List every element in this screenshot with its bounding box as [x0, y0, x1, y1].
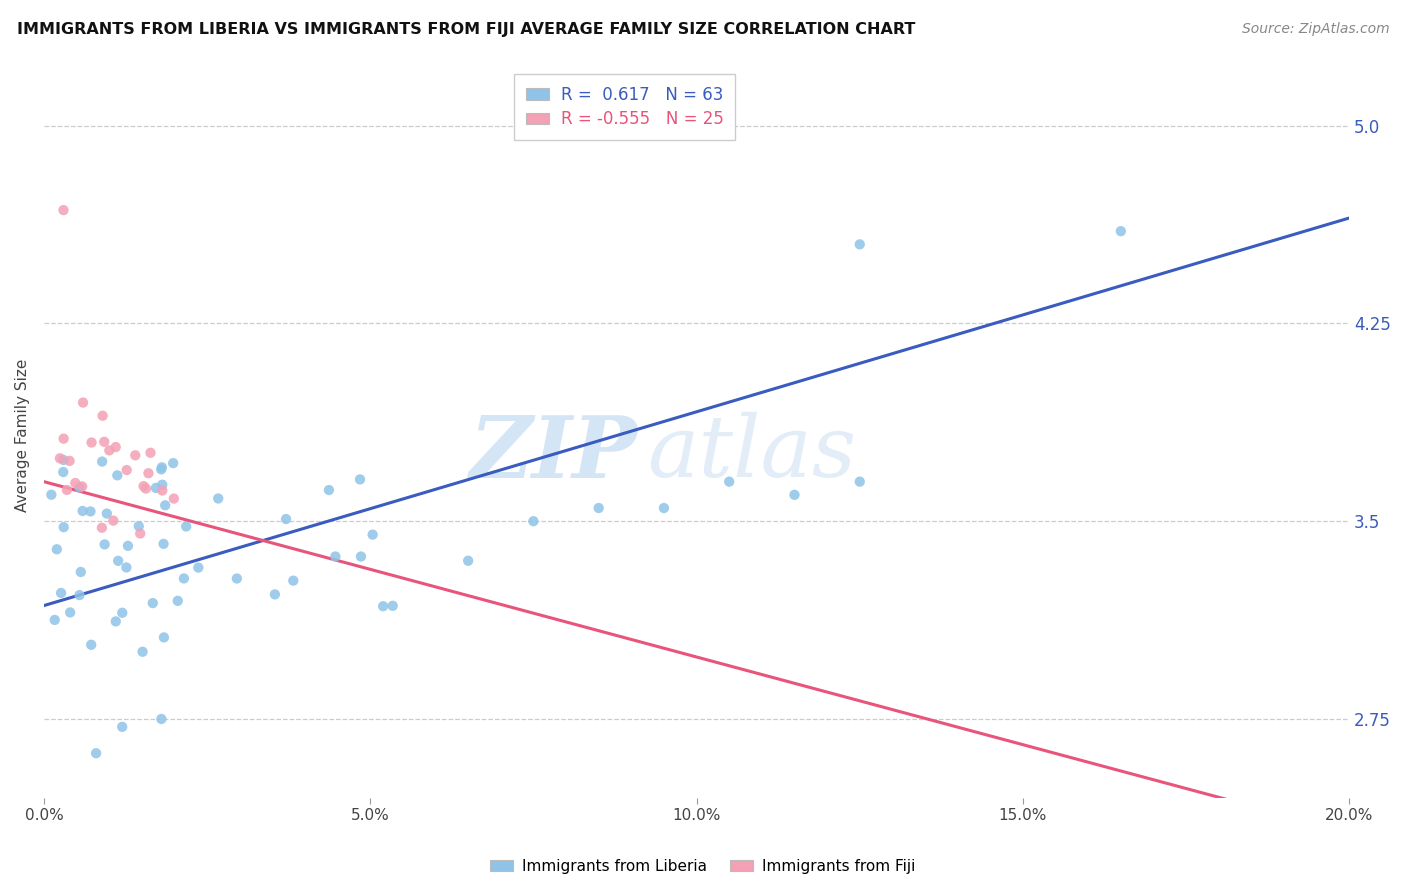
- Point: [69, 588, 91, 602]
- Point: [58, 454, 80, 468]
- Point: [522, 514, 544, 528]
- Point: [117, 539, 139, 553]
- Point: [41, 488, 63, 502]
- Point: [173, 571, 195, 585]
- Point: [49, 586, 72, 600]
- Point: [103, 514, 125, 528]
- Point: [145, 481, 167, 495]
- Point: [153, 498, 176, 512]
- Point: [52, 465, 75, 479]
- Point: [1260, 836, 1282, 850]
- Point: [107, 554, 129, 568]
- Point: [153, 631, 176, 645]
- Point: [67, 480, 90, 494]
- Point: [65, 476, 87, 491]
- Point: [128, 519, 150, 533]
- Point: [111, 720, 134, 734]
- Point: [72, 504, 94, 518]
- Point: [150, 483, 173, 498]
- Point: [349, 472, 371, 486]
- Point: [139, 446, 162, 460]
- Point: [150, 477, 173, 491]
- Point: [105, 468, 128, 483]
- Point: [70, 479, 93, 493]
- Legend: Immigrants from Liberia, Immigrants from Fiji: Immigrants from Liberia, Immigrants from…: [484, 853, 922, 880]
- Point: [150, 460, 173, 475]
- Point: [174, 519, 197, 533]
- Point: [80, 638, 103, 652]
- Point: [52, 453, 75, 467]
- Point: [225, 572, 247, 586]
- Point: [207, 491, 229, 506]
- Point: [111, 606, 134, 620]
- Point: [115, 560, 138, 574]
- Point: [274, 512, 297, 526]
- Point: [373, 599, 395, 614]
- Point: [72, 395, 94, 409]
- Point: [93, 537, 115, 551]
- Point: [52, 520, 75, 534]
- Point: [104, 440, 127, 454]
- Point: [124, 448, 146, 462]
- Point: [56, 483, 79, 497]
- Text: IMMIGRANTS FROM LIBERIA VS IMMIGRANTS FROM FIJI AVERAGE FAMILY SIZE CORRELATION : IMMIGRANTS FROM LIBERIA VS IMMIGRANTS FR…: [17, 22, 915, 37]
- Text: atlas: atlas: [647, 412, 856, 495]
- Point: [90, 521, 112, 535]
- Point: [132, 479, 155, 493]
- Point: [652, 501, 675, 516]
- Point: [91, 454, 114, 468]
- Point: [150, 462, 173, 476]
- Point: [783, 488, 806, 502]
- Text: ZIP: ZIP: [470, 412, 638, 495]
- Legend: R =  0.617   N = 63, R = -0.555   N = 25: R = 0.617 N = 63, R = -0.555 N = 25: [515, 74, 735, 140]
- Point: [138, 467, 160, 481]
- Point: [59, 606, 82, 620]
- Point: [135, 482, 157, 496]
- Point: [96, 507, 118, 521]
- Point: [44, 613, 66, 627]
- Point: [848, 475, 870, 489]
- Point: [98, 443, 121, 458]
- Point: [325, 549, 347, 564]
- Point: [350, 549, 373, 564]
- Y-axis label: Average Family Size: Average Family Size: [15, 359, 30, 512]
- Point: [150, 712, 173, 726]
- Point: [163, 491, 186, 506]
- Point: [49, 451, 72, 466]
- Text: Source: ZipAtlas.com: Source: ZipAtlas.com: [1241, 22, 1389, 37]
- Point: [52, 432, 75, 446]
- Point: [361, 527, 384, 541]
- Point: [162, 456, 184, 470]
- Point: [166, 594, 188, 608]
- Point: [104, 615, 127, 629]
- Point: [848, 237, 870, 252]
- Point: [115, 463, 138, 477]
- Point: [80, 435, 103, 450]
- Point: [91, 409, 114, 423]
- Point: [283, 574, 305, 588]
- Point: [264, 587, 287, 601]
- Point: [152, 537, 174, 551]
- Point: [84, 746, 107, 760]
- Point: [318, 483, 340, 497]
- Point: [381, 599, 404, 613]
- Point: [131, 645, 153, 659]
- Point: [69, 565, 91, 579]
- Point: [45, 542, 67, 557]
- Point: [142, 596, 165, 610]
- Point: [457, 554, 479, 568]
- Point: [1109, 224, 1132, 238]
- Point: [79, 504, 101, 518]
- Point: [93, 434, 115, 449]
- Point: [187, 560, 209, 574]
- Point: [588, 501, 610, 516]
- Point: [718, 475, 741, 489]
- Point: [129, 526, 152, 541]
- Point: [52, 203, 75, 218]
